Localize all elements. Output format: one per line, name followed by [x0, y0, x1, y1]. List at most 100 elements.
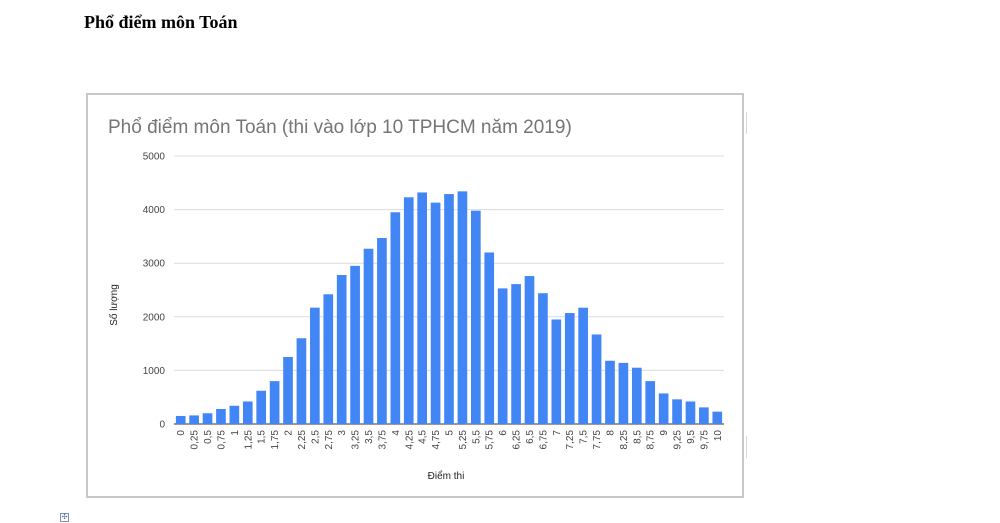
frame-edge-mark — [746, 436, 747, 458]
y-tick-label: 4000 — [143, 205, 166, 216]
bar — [685, 401, 696, 424]
bar — [283, 357, 293, 424]
bar-chart: Phổ điểm môn Toán (thi vào lớp 10 TPHCM … — [108, 117, 724, 482]
x-tick-label: 9,5 — [686, 430, 697, 444]
bar — [538, 293, 548, 424]
anchor-icon[interactable]: ✣ — [60, 513, 69, 522]
x-axis-ticks: 0 0,25 0,5 0,75 1 1,25 1,5 1,75 2 2,25 2,5 2,75 3 3,2… — [176, 430, 724, 450]
bar — [605, 360, 615, 424]
x-tick-label: 4,25 — [404, 430, 415, 450]
bar — [189, 415, 199, 424]
bar — [551, 319, 562, 424]
x-tick-label: 0,5 — [203, 430, 214, 444]
y-tick-label: 5000 — [143, 152, 166, 163]
bar — [564, 313, 575, 424]
x-tick-label: 4 — [391, 430, 402, 436]
y-axis-title: Số lượng — [108, 284, 120, 326]
bar — [403, 197, 414, 424]
x-tick-label: 5 — [445, 430, 456, 436]
bars — [175, 191, 723, 424]
x-tick-label: 0,25 — [190, 430, 201, 450]
chart-title: Phổ điểm môn Toán (thi vào lớp 10 TPHCM … — [108, 117, 572, 138]
y-axis-ticks: 0 1000 2000 3000 4000 5000 — [143, 152, 166, 431]
frame-edge-mark — [746, 112, 747, 134]
bar — [229, 405, 240, 424]
bar — [296, 338, 307, 424]
bar — [712, 411, 723, 424]
bar — [256, 390, 267, 424]
y-tick-label: 1000 — [143, 366, 166, 377]
bar — [430, 202, 441, 424]
bar — [310, 307, 320, 424]
chart-frame: Phổ điểm môn Toán (thi vào lớp 10 TPHCM … — [86, 93, 744, 498]
x-tick-label: 2,75 — [324, 430, 335, 450]
bar — [672, 399, 682, 424]
bar — [444, 194, 454, 424]
bar — [417, 192, 427, 424]
x-tick-label: 6,25 — [512, 430, 523, 450]
x-tick-label: 2 — [284, 430, 295, 436]
x-tick-label: 9 — [659, 430, 670, 436]
page-heading: Phổ điểm môn Toán — [84, 12, 238, 32]
x-tick-label: 5,5 — [471, 430, 482, 444]
y-tick-label: 0 — [159, 420, 165, 431]
bar — [591, 334, 602, 424]
x-tick-label: 5,25 — [458, 430, 469, 450]
bar — [471, 210, 481, 424]
bar — [497, 288, 508, 424]
bar — [578, 307, 588, 424]
x-tick-label: 8,25 — [619, 430, 630, 450]
y-tick-label: 3000 — [143, 259, 166, 270]
x-tick-label: 8,75 — [646, 430, 657, 450]
bar — [377, 238, 387, 424]
bar — [202, 413, 213, 424]
bar — [699, 407, 709, 424]
x-tick-label: 5,75 — [485, 430, 496, 450]
x-tick-label: 7 — [552, 430, 563, 436]
bar — [363, 248, 374, 424]
x-tick-label: 2,25 — [297, 430, 308, 450]
bar — [216, 408, 226, 424]
bar — [645, 381, 656, 424]
x-tick-label: 1,25 — [243, 430, 254, 450]
x-tick-label: 7,75 — [592, 430, 603, 450]
x-tick-label: 9,25 — [673, 430, 684, 450]
x-tick-label: 6 — [498, 430, 509, 436]
x-tick-label: 4,75 — [431, 430, 442, 450]
x-tick-label: 6,5 — [525, 430, 536, 444]
bar — [323, 294, 334, 424]
bar — [336, 274, 347, 424]
bar — [524, 276, 535, 424]
x-tick-label: 9,75 — [699, 430, 710, 450]
x-tick-label: 0,75 — [216, 430, 227, 450]
x-tick-label: 8,5 — [632, 430, 643, 444]
x-tick-label: 10 — [713, 430, 724, 442]
bar — [242, 401, 253, 424]
bar — [175, 415, 186, 424]
bar — [269, 381, 280, 424]
x-tick-label: 3,25 — [351, 430, 362, 450]
x-axis-title: Điểm thi — [428, 470, 465, 482]
x-tick-label: 8 — [605, 430, 616, 436]
x-tick-label: 3,75 — [377, 430, 388, 450]
x-tick-label: 1 — [230, 430, 241, 436]
x-tick-label: 3,5 — [364, 430, 375, 444]
bar — [511, 284, 521, 424]
bar — [350, 265, 360, 424]
x-tick-label: 1,75 — [270, 430, 281, 450]
bar — [457, 191, 468, 424]
x-tick-label: 7,25 — [565, 430, 576, 450]
y-tick-label: 2000 — [143, 312, 166, 323]
bar — [390, 212, 401, 424]
x-tick-label: 4,5 — [418, 430, 429, 444]
x-tick-label: 6,75 — [538, 430, 549, 450]
bar — [484, 252, 495, 424]
x-tick-label: 3 — [337, 430, 348, 436]
x-tick-label: 7,5 — [579, 430, 590, 444]
x-tick-label: 0 — [176, 430, 187, 436]
bar — [631, 367, 642, 424]
bar — [658, 393, 669, 424]
x-tick-label: 1,5 — [257, 430, 268, 444]
x-tick-label: 2,5 — [310, 430, 321, 444]
bar — [618, 362, 629, 424]
